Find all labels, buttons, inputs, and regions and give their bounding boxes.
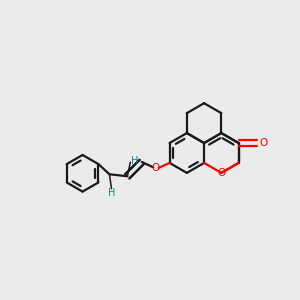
Text: O: O: [259, 138, 267, 148]
Text: O: O: [217, 168, 226, 178]
Text: H: H: [130, 156, 138, 166]
Text: O: O: [152, 163, 160, 173]
Text: H: H: [108, 188, 115, 198]
